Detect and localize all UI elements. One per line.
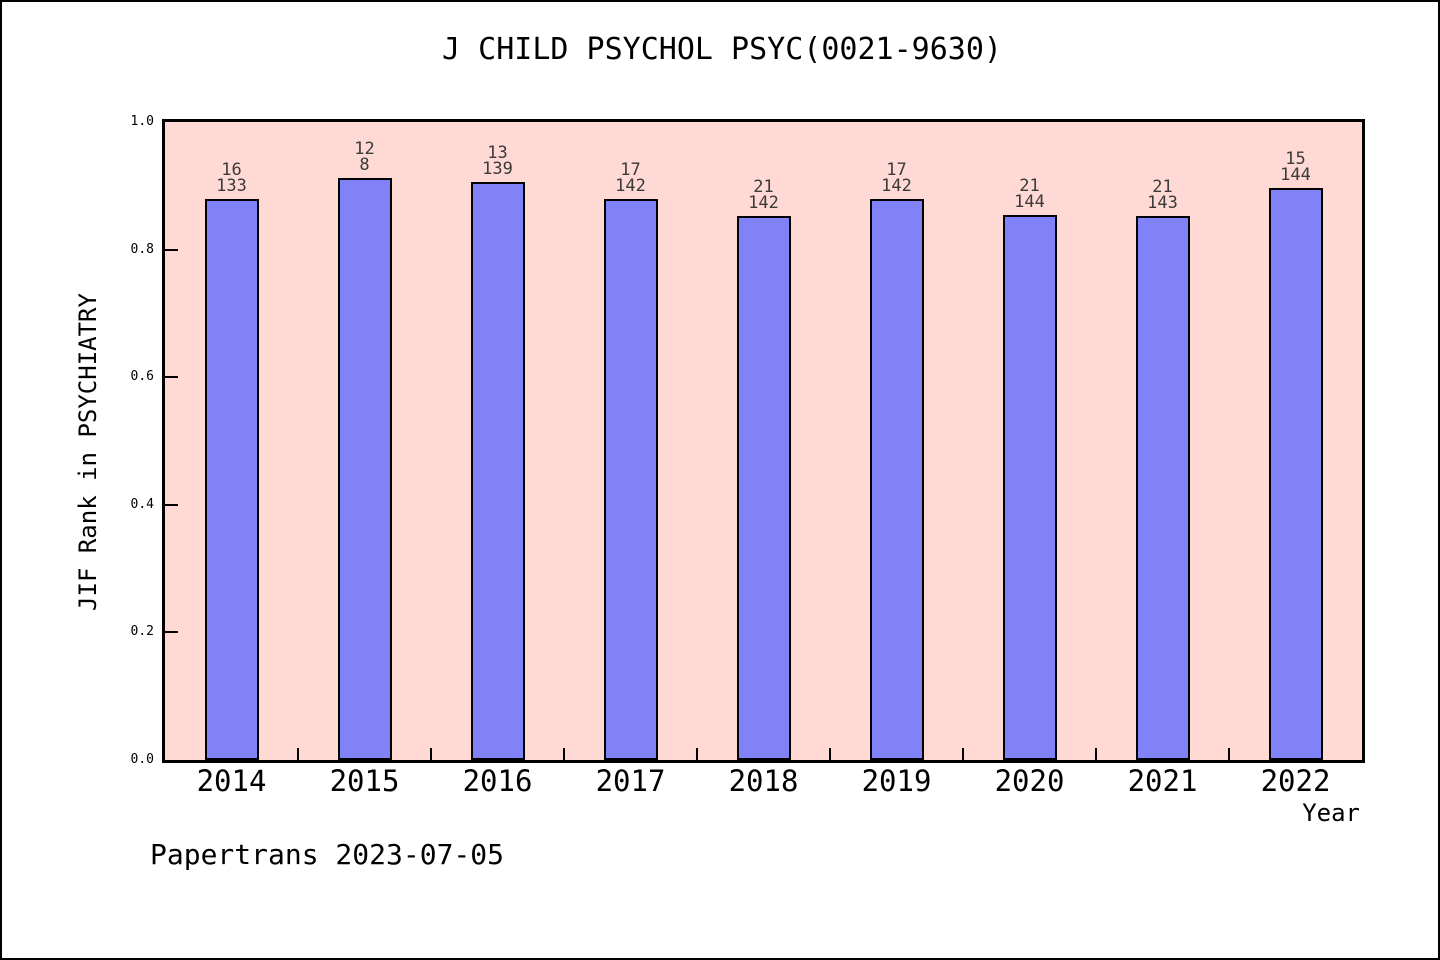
x-tick-label: 2019 [861, 764, 932, 798]
plot-area: 16 133 12 8 13 139 17 142 21 142 17 142 21 144… [162, 119, 1365, 763]
bar-value-label: 17 142 [881, 160, 912, 196]
bar [1268, 188, 1323, 760]
x-tick-mark [696, 748, 698, 760]
y-tick-label: 0.6 [130, 369, 154, 385]
bar [1135, 216, 1190, 760]
x-axis-label: Year [1302, 799, 1360, 827]
x-tick-label: 2018 [728, 764, 799, 798]
chart-title: J CHILD PSYCHOL PSYC(0021-9630) [442, 32, 1002, 67]
watermark-text: Papertrans 2023-07-05 [150, 838, 505, 871]
x-tick-mark [1095, 748, 1097, 760]
x-tick-label: 2014 [196, 764, 267, 798]
x-tick-mark [563, 748, 565, 760]
x-tick-mark [1228, 748, 1230, 760]
y-tick-mark [165, 376, 178, 379]
bar [470, 182, 525, 760]
bar [869, 199, 924, 760]
bar-value-label: 21 143 [1147, 177, 1178, 213]
y-tick-label: 0.4 [130, 496, 154, 512]
bar-value-label: 21 144 [1014, 176, 1045, 212]
bar-value-label: 17 142 [615, 160, 646, 196]
bar-value-label: 15 144 [1280, 149, 1311, 185]
x-tick-label: 2022 [1260, 764, 1331, 798]
plot-inner: 16 133 12 8 13 139 17 142 21 142 17 142 21 144… [165, 122, 1362, 760]
x-tick-mark [962, 748, 964, 760]
x-tick-mark [297, 748, 299, 760]
x-tick-mark [829, 748, 831, 760]
y-tick-mark [165, 503, 178, 506]
bar-value-label: 13 139 [482, 143, 513, 179]
x-tick-label: 2017 [595, 764, 666, 798]
y-tick-label: 1.0 [130, 114, 154, 129]
x-tick-label: 2016 [462, 764, 533, 798]
x-tick-label: 2021 [1127, 764, 1198, 798]
y-tick-label: 0.8 [130, 241, 154, 257]
x-tick-mark [430, 748, 432, 760]
y-tick-mark [165, 248, 178, 251]
bar [603, 199, 658, 760]
bar-value-label: 12 8 [354, 139, 375, 175]
bar [204, 199, 259, 760]
bar [337, 178, 392, 760]
y-tick-label: 0.0 [130, 752, 154, 767]
bar [1002, 215, 1057, 760]
bar-value-label: 21 142 [748, 177, 779, 213]
y-axis-label: JIF Rank in PSYCHIATRY [74, 293, 102, 611]
x-tick-label: 2020 [994, 764, 1065, 798]
x-tick-label: 2015 [329, 764, 400, 798]
bar-value-label: 16 133 [216, 160, 247, 196]
y-tick-label: 0.2 [130, 624, 154, 640]
bar [736, 216, 791, 760]
y-tick-mark [165, 631, 178, 634]
